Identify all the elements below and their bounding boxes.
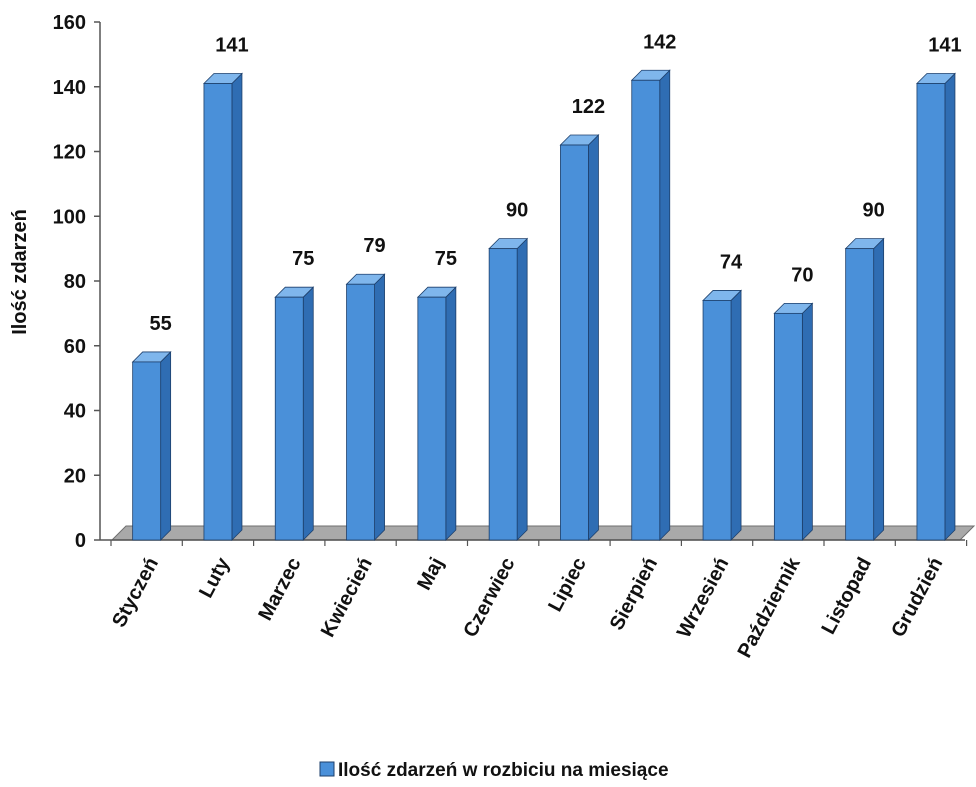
data-label: 74 [720,251,743,273]
data-label: 141 [215,35,248,57]
bar [844,237,885,541]
x-tick-label: Styczeń [108,554,163,631]
legend-label: Ilość zdarzeń w rozbiciu na miesiące [338,760,669,781]
bar-side [873,237,885,541]
y-tick-label: 160 [53,12,86,34]
data-label: 75 [435,248,457,270]
bar [416,286,457,541]
data-label: 141 [928,35,961,57]
bar-front [346,283,375,541]
bar-side [801,302,813,541]
chart-axes: 0 20 40 60 80 100 120 140 160 [53,12,968,552]
data-label: 142 [643,31,676,53]
data-label: 122 [572,96,605,118]
x-tick-label: Luty [195,553,235,601]
data-label: 75 [292,248,314,270]
bar-front [203,83,233,541]
data-label: 70 [791,264,813,286]
y-tick-label: 140 [53,77,86,99]
y-tick-label: 0 [75,530,86,552]
x-tick-label: Marzec [254,554,305,624]
bar-front [560,144,589,541]
y-tick-label: 120 [53,142,86,164]
bar-side [516,237,528,541]
bar-front [274,296,304,541]
x-tick-label: Sierpień [606,554,662,634]
bar-side [160,350,172,541]
bar [773,302,814,541]
bar [202,72,243,541]
bar-side [374,273,385,541]
x-tick-label: Październik [734,553,805,661]
bar-front [845,248,875,541]
y-axis-title: Ilość zdarzeń [9,209,31,335]
y-tick-label: 80 [64,271,86,293]
bar-front [417,296,447,541]
bar [488,237,529,541]
legend: Ilość zdarzeń w rozbiciu na miesiące [319,760,669,781]
bar [559,134,600,541]
y-tick-label: 100 [53,206,86,228]
bar [915,72,956,541]
bar-front [488,248,518,541]
y-tick-label: 20 [64,465,86,487]
bar-side [302,286,314,541]
bar-side [730,289,742,541]
bar-side [659,69,671,541]
bar-side [588,134,599,541]
bar-front [132,361,162,541]
data-label: 90 [506,200,528,222]
bar-front [773,312,803,541]
data-label: 79 [363,235,385,257]
data-label: 90 [863,200,885,222]
bar-front [702,300,732,541]
bar-front [631,79,661,541]
y-tick-label: 60 [64,336,86,358]
legend-swatch [319,761,335,777]
x-tick-label: Kwiecień [317,554,377,641]
bar [702,289,743,541]
bar-side [445,286,457,541]
y-tick-label: 40 [64,401,86,423]
x-tick-label: Czerwiec [459,554,519,641]
chart-bars [131,69,956,541]
data-label: 55 [150,313,172,335]
x-tick-label: Lipiec [544,554,591,615]
x-tick-label: Grudzień [887,554,947,641]
bar-side [231,72,243,541]
bar-front [916,83,946,541]
x-tick-label: Maj [413,554,448,594]
bar [131,350,172,541]
x-tick-label: Wrzesień [673,554,733,642]
bar [274,286,315,541]
bar [630,69,671,541]
bar [345,273,386,541]
x-tick-label: Listopad [818,554,877,638]
bar-side [944,72,956,541]
